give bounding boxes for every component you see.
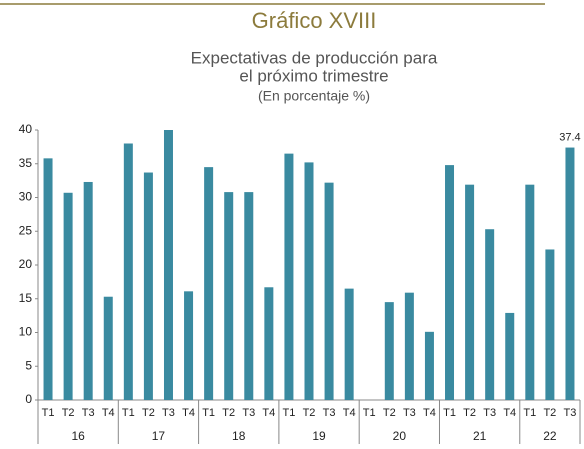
x-tick-label: T2	[543, 407, 556, 419]
bar	[304, 162, 314, 400]
group-label: 18	[232, 429, 246, 443]
x-tick-label: T4	[262, 407, 275, 419]
x-tick-label: T3	[323, 407, 336, 419]
x-tick-label: T1	[122, 407, 135, 419]
chart-subtitle: el próximo trimestre	[239, 66, 388, 85]
x-tick-label: T1	[283, 407, 296, 419]
bar	[244, 192, 254, 400]
bar	[424, 331, 434, 400]
group-label: 16	[71, 429, 85, 443]
bar	[43, 158, 53, 400]
chart-subtitle: Expectativas de producción para	[191, 48, 438, 67]
bar	[264, 287, 274, 400]
group-label: 20	[393, 429, 407, 443]
bar	[204, 167, 214, 400]
bar	[224, 192, 234, 400]
x-tick-label: T3	[162, 407, 175, 419]
bar	[184, 291, 194, 400]
x-tick-label: T1	[443, 407, 456, 419]
y-tick-label: 15	[19, 291, 33, 305]
bar	[465, 184, 475, 400]
x-tick-label: T4	[343, 407, 356, 419]
data-label: 37.4	[559, 131, 580, 143]
x-tick-label: T2	[463, 407, 476, 419]
bar	[344, 288, 354, 400]
group-label: 22	[543, 429, 557, 443]
x-tick-label: T4	[503, 407, 516, 419]
bar	[404, 292, 414, 400]
x-tick-label: T4	[182, 407, 195, 419]
x-tick-label: T3	[242, 407, 255, 419]
x-tick-label: T2	[142, 407, 155, 419]
x-tick-label: T2	[383, 407, 396, 419]
bar	[284, 153, 294, 400]
bar	[565, 147, 575, 400]
x-tick-label: T3	[82, 407, 95, 419]
x-tick-label: T1	[523, 407, 536, 419]
y-tick-label: 35	[19, 156, 33, 170]
group-label: 19	[312, 429, 326, 443]
bar	[123, 143, 133, 400]
bar	[83, 181, 93, 400]
group-label: 17	[152, 429, 166, 443]
bar	[525, 184, 535, 400]
bar	[103, 296, 113, 400]
y-tick-label: 30	[19, 190, 33, 204]
bar	[384, 302, 394, 400]
bar	[63, 192, 73, 400]
y-tick-label: 25	[19, 223, 33, 237]
x-tick-label: T3	[564, 407, 577, 419]
x-tick-label: T2	[303, 407, 316, 419]
x-tick-label: T3	[403, 407, 416, 419]
bar	[545, 249, 555, 400]
bar	[324, 182, 334, 400]
x-tick-label: T2	[62, 407, 75, 419]
bar	[485, 229, 495, 400]
chart-subtitle: (En porcentaje %)	[258, 88, 370, 104]
bar	[445, 165, 455, 400]
x-tick-label: T2	[222, 407, 235, 419]
chart-title: Gráfico XVIII	[252, 8, 377, 33]
y-tick-label: 0	[25, 392, 32, 406]
x-tick-label: T3	[483, 407, 496, 419]
bar	[143, 172, 153, 400]
y-tick-label: 10	[19, 325, 33, 339]
x-tick-label: T1	[363, 407, 376, 419]
x-tick-label: T1	[202, 407, 215, 419]
group-label: 21	[473, 429, 487, 443]
bar	[163, 130, 173, 400]
x-tick-label: T4	[102, 407, 115, 419]
bar	[505, 312, 515, 400]
y-tick-label: 20	[19, 257, 33, 271]
x-tick-label: T4	[423, 407, 436, 419]
y-tick-label: 5	[25, 358, 32, 372]
y-tick-label: 40	[19, 122, 33, 136]
x-tick-label: T1	[42, 407, 55, 419]
